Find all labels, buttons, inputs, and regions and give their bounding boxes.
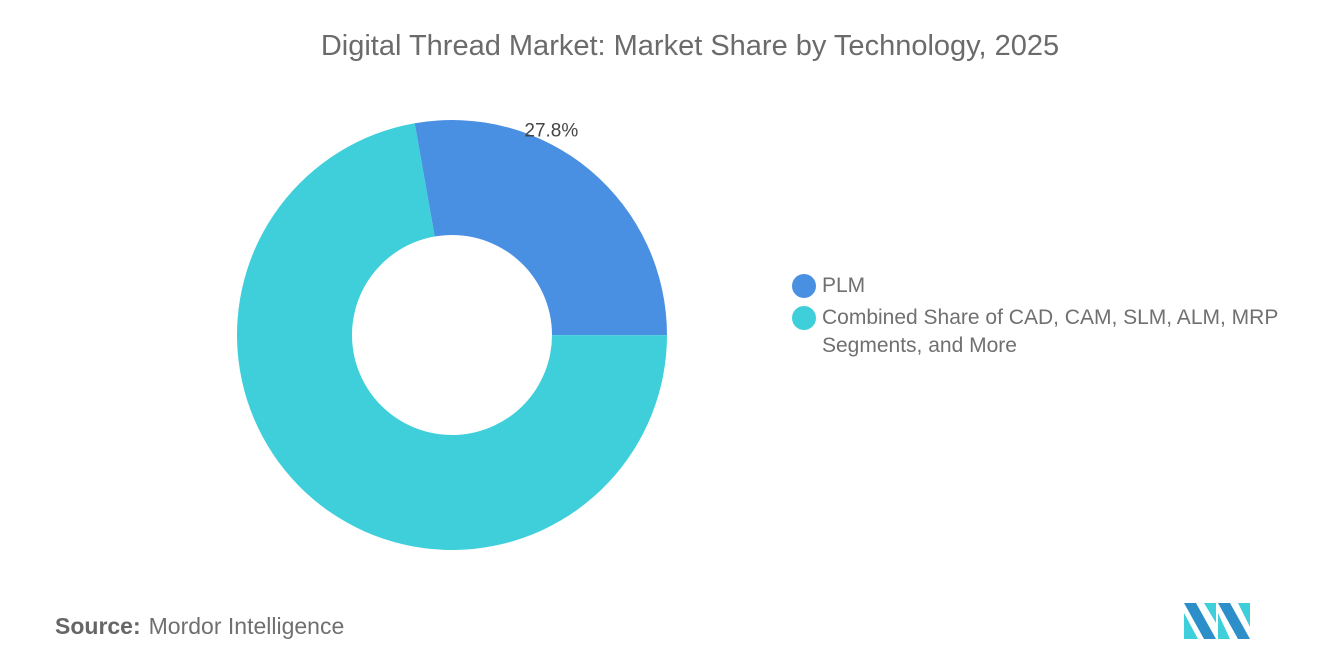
legend-swatch: [792, 274, 816, 298]
slice-combined: [237, 123, 667, 551]
source-label: Source:: [55, 613, 141, 639]
legend-swatch: [792, 306, 816, 330]
source-note: Source: Mordor Intelligence: [55, 613, 344, 640]
source-value: Mordor Intelligence: [148, 613, 345, 639]
slice-label-plm: 27.8%: [524, 120, 578, 141]
legend-label: Combined Share of CAD, CAM, SLM, ALM, MR…: [822, 306, 1278, 357]
mordor-logo-icon: [1184, 603, 1250, 639]
legend-label: PLM: [822, 274, 866, 297]
chart-title: Digital Thread Market: Market Share by T…: [320, 30, 1060, 62]
legend: PLM Combined Share of CAD, CAM, SLM, ALM…: [792, 272, 1312, 364]
slice-plm: [414, 120, 668, 336]
legend-item-plm: PLM: [792, 272, 1312, 300]
legend-item-combined: Combined Share of CAD, CAM, SLM, ALM, MR…: [792, 304, 1312, 360]
